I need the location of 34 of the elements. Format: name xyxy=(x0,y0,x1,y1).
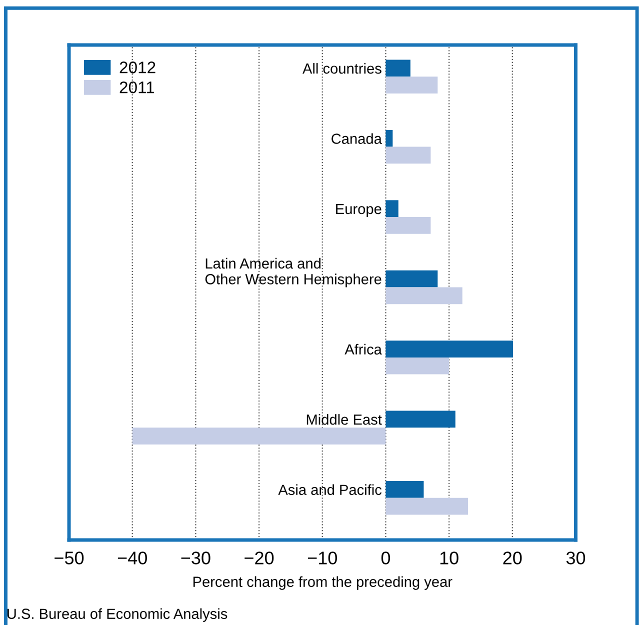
bar xyxy=(386,217,431,234)
y-tick-label: All countries xyxy=(302,63,382,74)
x-tick-label: 10 xyxy=(440,552,458,564)
x-tick-label: −10 xyxy=(308,552,337,564)
bar xyxy=(386,357,450,374)
x-tick-label: −40 xyxy=(118,552,147,564)
y-tick-label: Asia and Pacific xyxy=(278,484,382,495)
bar xyxy=(386,340,514,358)
y-tick-label: Africa xyxy=(344,344,382,355)
bar xyxy=(386,60,410,77)
x-axis-title: Percent change from the preceding year xyxy=(193,576,452,590)
y-tick-label: Latin America and Other Western Hemisphere xyxy=(205,258,382,288)
bar xyxy=(386,481,424,498)
y-tick-label: Canada xyxy=(332,133,382,144)
bar xyxy=(386,498,468,515)
bar xyxy=(386,410,456,428)
y-tick-label: Europe xyxy=(336,204,382,218)
y-tick-label: Middle East xyxy=(306,414,382,425)
x-tick-label: 20 xyxy=(503,552,522,564)
x-tick-label: −30 xyxy=(181,552,210,564)
x-tick-label: −20 xyxy=(244,552,274,564)
bar xyxy=(386,76,438,94)
x-tick-label: −50 xyxy=(54,552,84,564)
text: U.S. Bureau of Economic Analysis xyxy=(8,608,228,622)
bar xyxy=(386,200,398,218)
x-tick-label: 0 xyxy=(381,552,390,564)
bar xyxy=(386,270,438,288)
x-tick-label: 30 xyxy=(566,552,586,564)
bar xyxy=(386,146,431,164)
bar xyxy=(386,130,393,147)
bar xyxy=(132,428,386,445)
legend-label: 2011 xyxy=(120,81,154,94)
legend-label: 2012 xyxy=(120,62,156,74)
bar xyxy=(386,287,462,304)
